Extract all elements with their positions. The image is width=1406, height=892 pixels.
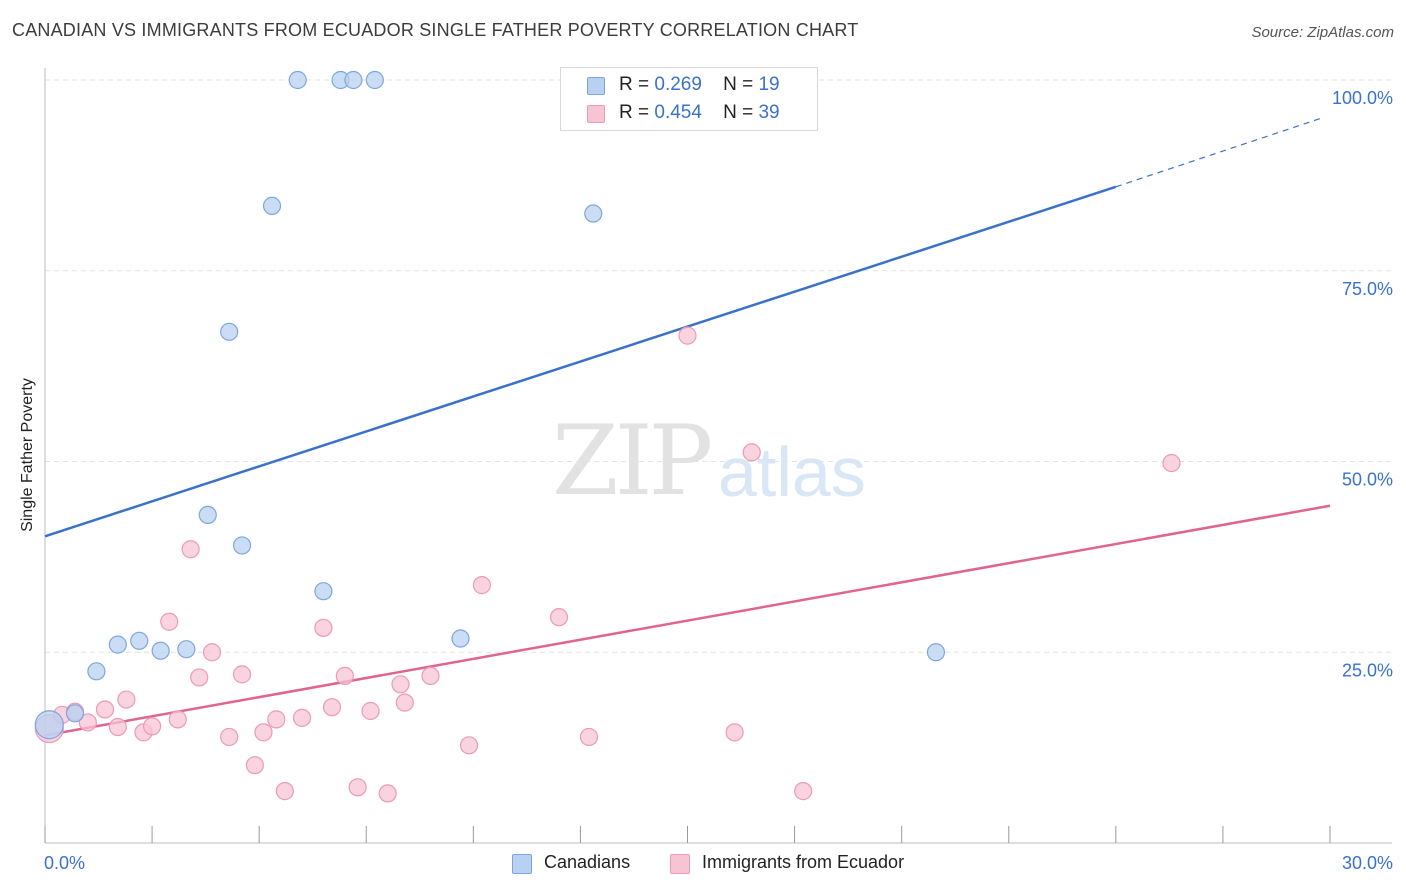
point-canadians <box>451 629 470 648</box>
watermark-atlas: atlas <box>718 433 866 511</box>
point-ecuador <box>725 723 744 742</box>
point-canadians <box>198 505 217 525</box>
y-tick-label: 50.0% <box>1342 470 1393 490</box>
legend-swatch-ecuador <box>670 854 690 874</box>
point-ecuador <box>378 784 397 803</box>
legend-swatch-pink <box>587 105 605 123</box>
legend-n-value: 39 <box>758 102 780 123</box>
tick-labels: 25.0% 50.0% 75.0% 100.0% 0.0% 30.0% <box>44 88 1393 873</box>
point-ecuador <box>78 713 97 732</box>
point-ecuador <box>794 782 813 801</box>
correlation-legend: R = 0.269 N = 19 R = 0.454 N = 39 <box>560 67 818 131</box>
x-tick-label: 0.0% <box>44 853 85 873</box>
legend-n-label: N = <box>723 74 754 95</box>
point-canadians <box>130 631 149 650</box>
point-ecuador <box>220 727 239 747</box>
point-canadians <box>34 710 64 740</box>
point-canadians <box>344 70 363 90</box>
source-label: Source: ZipAtlas.com <box>1251 24 1394 41</box>
point-canadians <box>151 641 170 660</box>
point-ecuador <box>292 708 312 727</box>
point-ecuador <box>459 736 479 755</box>
point-ecuador <box>1162 453 1181 473</box>
point-ecuador <box>275 782 294 801</box>
legend-label-ecuador: Immigrants from Ecuador <box>702 852 905 872</box>
y-tick-label: 75.0% <box>1342 279 1393 299</box>
legend-r-value: 0.454 <box>654 102 702 123</box>
point-ecuador <box>549 608 569 627</box>
point-ecuador <box>232 665 252 684</box>
trend-line-ecuador <box>44 504 1331 737</box>
point-canadians <box>314 582 333 601</box>
point-ecuador <box>267 710 286 729</box>
point-ecuador <box>254 723 273 742</box>
point-canadians <box>65 704 85 723</box>
point-canadians <box>262 196 282 215</box>
point-ecuador <box>117 690 136 709</box>
point-ecuador <box>202 643 222 662</box>
point-canadians <box>288 70 307 90</box>
point-ecuador <box>395 693 414 712</box>
legend-r-label: R = <box>619 102 650 123</box>
point-ecuador <box>335 666 354 686</box>
y-tick-label: 25.0% <box>1342 660 1393 680</box>
grid-lines <box>45 79 1392 653</box>
point-canadians <box>108 635 127 654</box>
point-ecuador <box>421 666 440 686</box>
legend-r-label: R = <box>619 74 650 95</box>
point-ecuador <box>314 618 333 637</box>
point-ecuador <box>322 698 342 717</box>
point-canadians <box>365 70 384 90</box>
point-canadians <box>584 204 603 223</box>
data-points <box>34 70 1181 803</box>
point-canadians <box>232 536 252 555</box>
point-canadians <box>87 662 106 681</box>
legend-label-canadians: Canadians <box>544 852 631 872</box>
point-ecuador <box>190 668 209 687</box>
point-ecuador <box>579 727 599 747</box>
trend-line-canadians-extension <box>1115 117 1322 188</box>
point-ecuador <box>181 540 200 559</box>
point-ecuador <box>108 717 127 737</box>
axes <box>44 68 1392 844</box>
point-ecuador <box>95 700 115 719</box>
x-tick-label: 30.0% <box>1342 853 1393 873</box>
point-ecuador <box>391 675 410 694</box>
trend-line-canadians <box>44 185 1117 538</box>
point-ecuador <box>245 756 264 775</box>
point-canadians <box>177 640 196 659</box>
point-canadians <box>926 643 946 662</box>
point-ecuador <box>678 326 697 345</box>
point-ecuador <box>168 710 187 729</box>
point-ecuador <box>472 576 491 595</box>
legend-swatch-canadians <box>512 854 532 874</box>
point-ecuador <box>361 701 380 721</box>
legend-n-label: N = <box>723 102 754 123</box>
legend-r-value: 0.269 <box>654 74 702 95</box>
point-ecuador <box>160 612 179 631</box>
chart-title: CANADIAN VS IMMIGRANTS FROM ECUADOR SING… <box>12 20 859 40</box>
point-canadians <box>220 322 239 341</box>
point-ecuador <box>348 778 367 797</box>
trend-lines <box>44 117 1331 737</box>
legend-n-value: 19 <box>758 74 780 95</box>
point-ecuador <box>142 717 162 736</box>
point-ecuador <box>742 443 761 462</box>
legend-swatch-blue <box>587 77 605 95</box>
y-tick-label: 100.0% <box>1332 88 1393 108</box>
